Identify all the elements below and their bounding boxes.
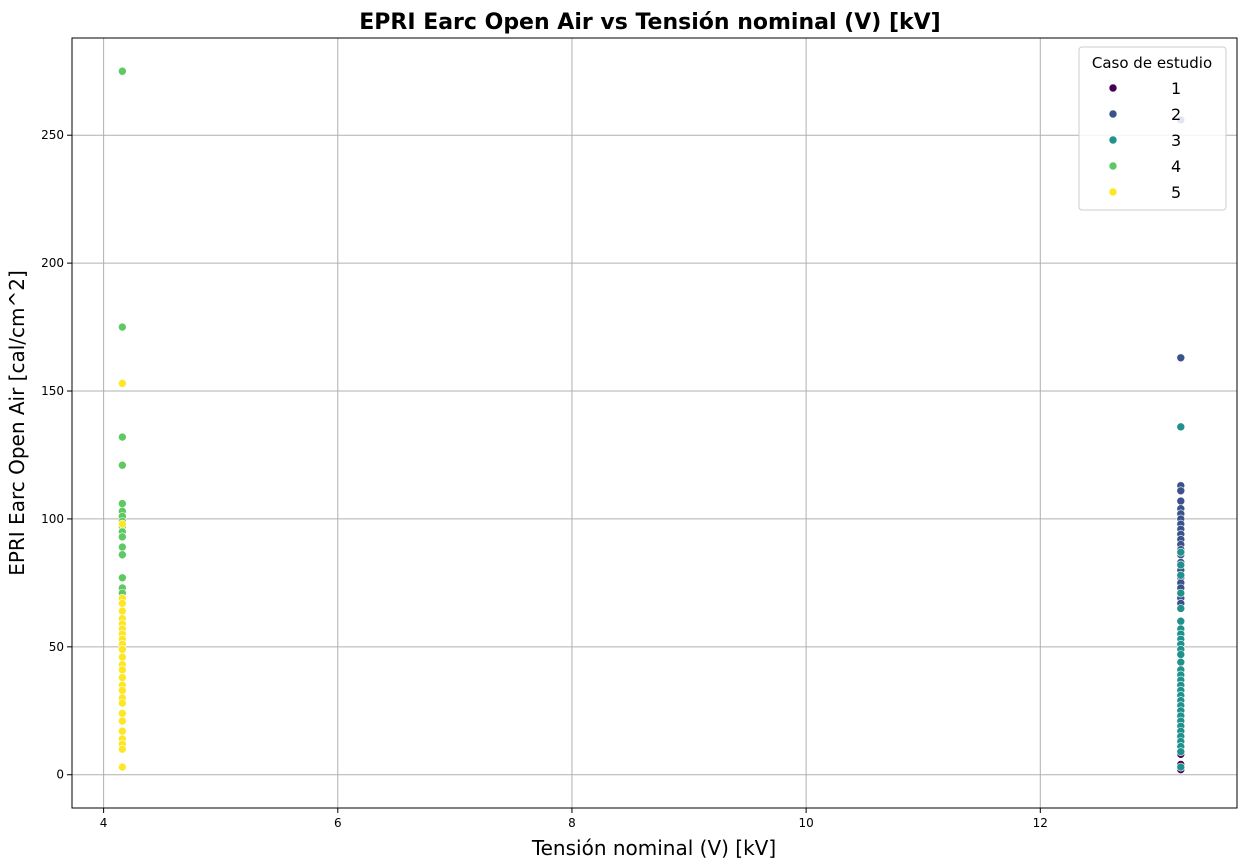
legend-items: 1 2 3 4 5 xyxy=(1108,79,1181,202)
point-caso-3 xyxy=(1176,747,1186,757)
point-caso-3 xyxy=(1176,762,1186,772)
legend-marker-3 xyxy=(1108,135,1118,145)
point-caso-4 xyxy=(118,499,127,508)
point-caso-5 xyxy=(118,686,127,695)
point-caso-5 xyxy=(118,379,127,388)
point-caso-4 xyxy=(118,532,127,542)
data-points xyxy=(118,66,1186,774)
legend-marker-2 xyxy=(1108,109,1118,119)
point-caso-5 xyxy=(118,519,127,529)
point-caso-5 xyxy=(118,606,127,616)
legend-label-5: 5 xyxy=(1171,183,1181,202)
point-caso-3 xyxy=(1176,604,1186,613)
point-caso-3 xyxy=(1176,657,1186,667)
x-tick-label: 4 xyxy=(100,816,108,830)
point-caso-3 xyxy=(1176,588,1186,598)
point-caso-4 xyxy=(118,432,127,442)
y-tick-label: 0 xyxy=(56,768,64,782)
point-caso-5 xyxy=(118,716,127,726)
point-caso-5 xyxy=(118,744,127,754)
plot-frame xyxy=(71,37,1238,809)
point-caso-4 xyxy=(118,542,127,552)
point-caso-3 xyxy=(1176,616,1186,626)
y-tick-label: 200 xyxy=(41,256,64,270)
point-caso-5 xyxy=(118,645,127,654)
legend-label-3: 3 xyxy=(1171,131,1181,150)
legend-marker-1 xyxy=(1108,83,1118,93)
x-axis-ticks: 4 6 8 10 12 xyxy=(100,808,1048,830)
point-caso-4 xyxy=(118,550,127,560)
y-tick-label: 50 xyxy=(49,640,64,654)
legend-marker-5 xyxy=(1108,187,1118,197)
point-caso-4 xyxy=(118,460,127,470)
x-tick-label: 8 xyxy=(568,816,576,830)
legend-label-4: 4 xyxy=(1171,157,1181,176)
y-axis-label: EPRI Earc Open Air [cal/cm^2] xyxy=(5,270,29,576)
point-caso-5 xyxy=(118,665,127,675)
y-tick-label: 100 xyxy=(41,512,64,526)
legend-label-2: 2 xyxy=(1171,105,1181,124)
legend-title: Caso de estudio xyxy=(1092,54,1212,72)
chart-title: EPRI Earc Open Air vs Tensión nominal (V… xyxy=(359,10,940,35)
grid-lines xyxy=(72,38,1237,808)
point-caso-3 xyxy=(1176,650,1186,659)
point-caso-2 xyxy=(1176,496,1186,506)
y-axis-ticks: 0 50 100 150 200 250 xyxy=(41,128,72,782)
x-tick-label: 10 xyxy=(798,816,813,830)
point-caso-5 xyxy=(118,673,127,682)
x-axis-label: Tensión nominal (V) [kV] xyxy=(531,836,776,860)
x-tick-label: 12 xyxy=(1033,816,1048,830)
point-caso-5 xyxy=(118,726,127,736)
point-caso-3 xyxy=(1176,570,1186,580)
legend-label-1: 1 xyxy=(1171,79,1181,98)
point-caso-3 xyxy=(1176,560,1186,570)
point-caso-4 xyxy=(118,322,127,332)
point-caso-4 xyxy=(118,66,127,76)
point-caso-5 xyxy=(118,762,127,772)
y-tick-label: 150 xyxy=(41,384,64,398)
point-caso-4 xyxy=(118,573,127,583)
point-caso-3 xyxy=(1176,547,1186,557)
point-caso-5 xyxy=(118,652,127,662)
y-tick-label: 250 xyxy=(41,128,64,142)
point-caso-5 xyxy=(118,599,127,608)
legend: Caso de estudio 1 2 3 4 5 xyxy=(1078,46,1227,211)
point-caso-5 xyxy=(118,698,127,708)
x-tick-label: 6 xyxy=(334,816,342,830)
point-caso-3 xyxy=(1176,422,1186,432)
point-caso-5 xyxy=(118,709,127,718)
point-caso-2 xyxy=(1176,486,1186,496)
point-caso-2 xyxy=(1176,353,1186,363)
legend-marker-4 xyxy=(1108,161,1118,171)
